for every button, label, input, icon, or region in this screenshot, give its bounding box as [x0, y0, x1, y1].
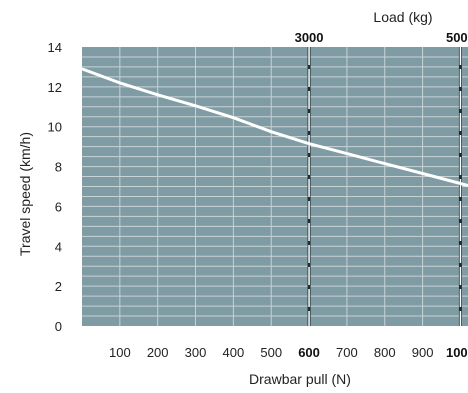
top-axis-title: Load (kg): [373, 9, 432, 25]
y-tick-label: 0: [55, 319, 62, 334]
x-tick-layer: 100 200 300 400 500 600 700 800 900 1000: [109, 345, 468, 360]
y-tick-label: 4: [55, 239, 62, 254]
y-tick-label: 12: [48, 80, 62, 95]
grid-layer: [82, 47, 468, 326]
top-tick-label: 3000: [295, 30, 324, 45]
x-tick-label: 100: [109, 345, 131, 360]
x-tick-label: 900: [412, 345, 434, 360]
speed-series-line: [81, 67, 468, 187]
y-tick-label: 6: [55, 199, 62, 214]
y-axis-title: Travel speed (km/h): [17, 132, 33, 256]
y-tick-label: 8: [55, 160, 62, 175]
series-layer: [81, 67, 468, 187]
x-tick-label: 400: [223, 345, 245, 360]
x-tick-label: 300: [185, 345, 207, 360]
y-tick-label: 2: [55, 279, 62, 294]
x-tick-label: 800: [374, 345, 396, 360]
x-tick-label: 600: [298, 345, 320, 360]
x-tick-label: 700: [336, 345, 358, 360]
x-axis-title: Drawbar pull (N): [249, 371, 351, 387]
load-marker-layer: [307, 47, 462, 326]
y-tick-layer: 0 2 4 6 8 10 12 14: [48, 40, 62, 334]
y-tick-label: 14: [48, 40, 62, 55]
top-tick-label: 5000: [446, 30, 468, 45]
x-tick-label: 200: [147, 345, 169, 360]
x-tick-label: 500: [260, 345, 282, 360]
top-tick-layer: 3000 5000: [295, 30, 468, 45]
x-tick-label: 1000: [446, 345, 468, 360]
y-tick-label: 10: [48, 120, 62, 135]
